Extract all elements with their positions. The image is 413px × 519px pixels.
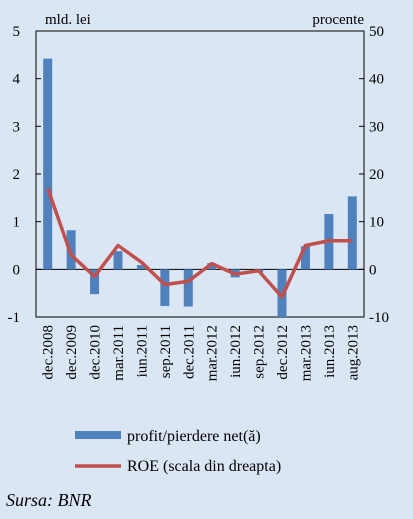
category-label: iun.2011 [134,325,150,377]
right-tick-label: 0 [369,262,377,278]
right-tick-label: 30 [369,119,384,135]
category-label: dec.2008 [41,325,57,380]
category-label: dec.2009 [64,325,80,380]
left-tick-label: 5 [13,24,21,40]
right-tick-label: -10 [369,310,389,326]
right-tick-label: 40 [369,72,384,88]
bar [300,246,310,270]
legend-label-line: ROE (scala din dreapta) [127,458,281,475]
category-label: mar.2011 [111,325,127,381]
line-series [46,187,353,299]
legend-swatch-bar [75,431,121,439]
bar [183,269,193,307]
category-label: sep.2011 [158,325,174,378]
left-tick-label: -1 [8,310,21,326]
bar-series [43,58,357,317]
right-axis: -10 0 10 20 30 40 50 [359,24,389,326]
source-note: Sursa: BNR [6,490,92,510]
right-tick-label: 20 [369,167,384,183]
x-axis: dec.2008 dec.2009 dec.2010 mar.2011 iun.2011… [41,325,362,381]
bar [113,251,123,270]
right-tick-label: 10 [369,215,384,231]
right-axis-unit: procente [312,12,364,28]
left-axis-unit: mld. lei [45,12,91,28]
bar [207,263,217,270]
bar [90,269,100,295]
right-tick-label: 50 [369,24,384,40]
category-label: sep.2012 [252,325,268,379]
category-label: mar.2012 [205,325,221,381]
left-axis: -1 0 1 2 3 4 5 [8,24,41,326]
bar [136,265,146,270]
category-label: dec.2010 [88,325,104,380]
legend-label-bar: profit/pierdere net(ă) [127,428,261,445]
category-label: dec.2012 [275,325,291,380]
category-label: iun.2013 [322,325,338,378]
bar [160,269,170,307]
left-tick-label: 1 [13,215,21,231]
left-tick-label: 4 [13,72,21,88]
left-tick-label: 3 [13,119,21,135]
category-label: mar.2013 [298,325,314,381]
left-tick-label: 0 [13,262,21,278]
category-label: iun.2012 [228,325,244,378]
roe-line [46,187,353,299]
legend: profit/pierdere net(ă) ROE (scala din dre… [75,428,281,475]
left-tick-label: 2 [13,167,21,183]
category-label: aug.2013 [345,325,361,380]
bar [43,58,53,270]
category-label: dec.2011 [181,325,197,379]
bar [347,196,357,270]
